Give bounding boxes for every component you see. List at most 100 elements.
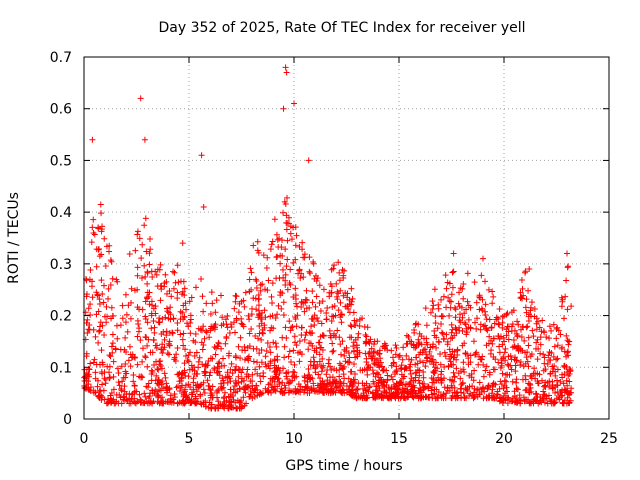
data-point: [239, 366, 246, 373]
data-point: [302, 332, 309, 339]
data-point: [125, 357, 132, 364]
data-point: [451, 389, 458, 396]
data-point: [405, 356, 412, 363]
x-axis-label: GPS time / hours: [285, 458, 402, 474]
data-point: [218, 322, 225, 329]
data-point: [394, 391, 401, 398]
data-point: [475, 361, 482, 368]
data-point: [279, 252, 286, 259]
data-point: [396, 352, 403, 359]
data-point: [449, 334, 456, 341]
data-point: [332, 312, 339, 319]
y-tick-label: 0.1: [50, 360, 72, 376]
data-point: [230, 396, 237, 403]
data-point: [190, 386, 197, 393]
data-point: [310, 354, 317, 361]
data-point: [420, 368, 427, 375]
data-point: [149, 387, 156, 394]
data-point: [200, 386, 207, 393]
data-point: [519, 285, 526, 292]
data-point: [208, 401, 215, 408]
data-point: [175, 383, 182, 390]
data-point: [148, 298, 155, 305]
data-point: [234, 397, 241, 404]
data-point: [501, 349, 508, 356]
data-point: [328, 289, 335, 296]
data-point: [444, 341, 451, 348]
data-point: [344, 359, 351, 366]
data-point: [538, 328, 545, 335]
data-point: [127, 363, 134, 370]
data-point: [161, 336, 168, 343]
data-point: [114, 365, 121, 372]
data-point: [202, 328, 209, 335]
data-point: [275, 364, 282, 371]
data-point: [199, 327, 206, 334]
data-point: [110, 312, 117, 319]
data-point: [90, 359, 97, 366]
data-point: [236, 386, 243, 393]
data-point: [531, 306, 538, 313]
data-point: [333, 367, 340, 374]
data-point: [157, 357, 164, 364]
data-point: [428, 387, 435, 394]
data-point: [142, 393, 149, 400]
data-point: [461, 320, 468, 327]
data-point: [282, 281, 289, 288]
data-point: [494, 391, 501, 398]
data-point: [353, 318, 360, 325]
data-point: [269, 238, 276, 245]
data-point: [450, 369, 457, 376]
data-point: [403, 332, 410, 339]
data-point: [290, 368, 297, 375]
data-point: [149, 368, 156, 375]
data-point: [282, 384, 289, 391]
data-point: [155, 366, 162, 373]
data-point: [466, 383, 473, 390]
data-point: [463, 306, 470, 313]
data-point: [491, 395, 498, 402]
data-point: [446, 355, 453, 362]
data-point: [224, 379, 231, 386]
data-point: [511, 343, 518, 350]
data-point: [155, 392, 162, 399]
data-point: [193, 388, 200, 395]
data-point: [84, 316, 91, 323]
data-point: [471, 385, 478, 392]
data-point: [505, 336, 512, 343]
data-point: [295, 381, 302, 388]
data-point: [527, 307, 534, 314]
data-point: [523, 296, 530, 303]
data-point: [211, 324, 218, 331]
data-point: [405, 334, 412, 341]
data-point: [457, 285, 464, 292]
data-point: [523, 354, 530, 361]
data-point: [460, 295, 467, 302]
data-point: [303, 297, 310, 304]
data-point: [309, 288, 316, 295]
data-point: [563, 332, 570, 339]
data-point: [162, 374, 169, 381]
data-point: [470, 338, 477, 345]
data-point: [103, 319, 110, 326]
data-point: [183, 306, 190, 313]
data-point: [130, 378, 137, 385]
data-point: [252, 332, 259, 339]
data-point: [364, 324, 371, 331]
data-point: [464, 388, 471, 395]
data-point: [122, 291, 129, 298]
data-point: [197, 400, 204, 407]
data-point: [212, 351, 219, 358]
data-point: [315, 318, 322, 325]
data-point: [129, 391, 136, 398]
data-point: [559, 371, 566, 378]
data-point: [539, 377, 546, 384]
data-point: [83, 291, 90, 298]
data-point: [232, 298, 239, 305]
data-point: [174, 400, 181, 407]
data-point: [112, 346, 119, 353]
data-point: [144, 363, 151, 370]
data-point: [309, 299, 316, 306]
data-point: [273, 231, 280, 238]
data-point: [438, 312, 445, 319]
